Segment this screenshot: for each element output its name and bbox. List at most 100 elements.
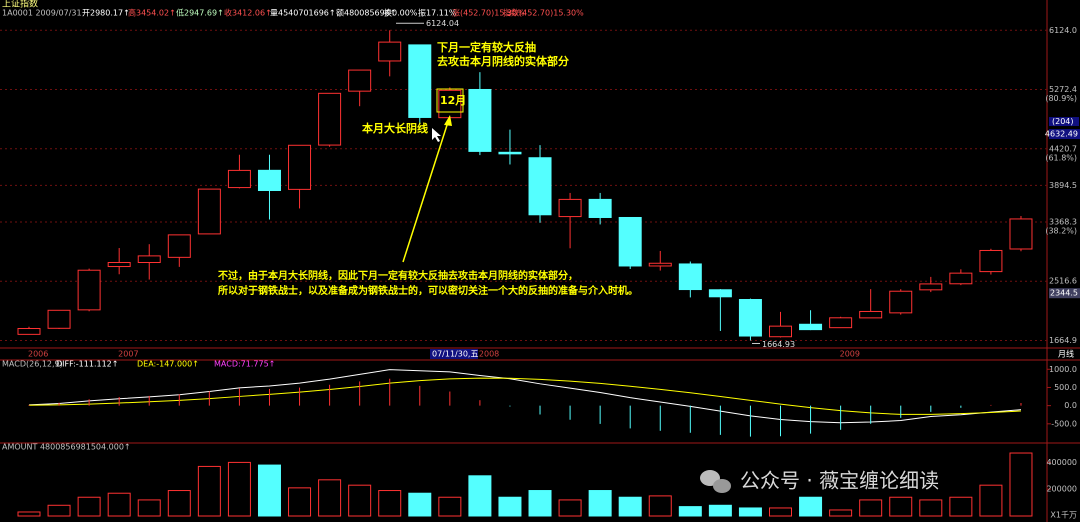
volume-bar xyxy=(137,499,161,517)
y-tick-label: 5272.4 xyxy=(1049,85,1077,94)
extreme-label: 6124.04 xyxy=(426,19,459,28)
y-tick-label: 400000 xyxy=(1046,458,1077,467)
candle-body xyxy=(588,198,612,218)
info-text: 高3454.02↑ xyxy=(128,8,176,18)
last-price-box xyxy=(1049,288,1080,299)
candle-body xyxy=(227,169,251,189)
candle-body xyxy=(648,262,672,267)
candle-body xyxy=(889,290,913,314)
y-tick-label: 1664.9 xyxy=(1049,336,1077,345)
candle-body xyxy=(829,317,853,329)
volume-bar xyxy=(528,490,552,517)
candle-body xyxy=(678,263,702,291)
x-tick-label: 2009 xyxy=(840,350,860,359)
volume-bar xyxy=(257,464,281,517)
y-tick-label: 3368.3 xyxy=(1049,217,1077,226)
candle-body xyxy=(1009,218,1033,250)
volume-bar xyxy=(318,479,342,517)
volume-bar xyxy=(227,461,251,517)
candle-body xyxy=(77,269,101,311)
y-tick-label: 3894.5 xyxy=(1049,181,1077,190)
info-text: 低2947.69↑ xyxy=(176,8,224,18)
candle-body xyxy=(979,249,1003,273)
candle-body xyxy=(197,188,221,235)
info-text: 收3412.06↑ xyxy=(224,8,272,18)
legend-entry: DIFF:-111.112↑ xyxy=(56,360,118,369)
last-price: 2344.5 xyxy=(1050,289,1078,298)
arrow-line xyxy=(402,121,449,263)
candle-body xyxy=(468,88,492,152)
volume-bar xyxy=(197,465,221,517)
candle-body xyxy=(17,328,41,335)
volume-bar xyxy=(949,496,973,517)
volume-bar xyxy=(107,492,131,517)
volume-bar xyxy=(738,507,762,517)
candle-body xyxy=(859,310,883,319)
watermark: 公众号 · 薇宝缠论细读 xyxy=(740,469,939,493)
legend-entry: MACD:71.775↑ xyxy=(214,360,275,369)
candle-body xyxy=(769,325,792,338)
volume-bar xyxy=(408,492,432,517)
volume-bar xyxy=(588,490,612,517)
unit-label: X1千万 xyxy=(1050,510,1077,520)
fib-label: (80.9%) xyxy=(1045,94,1077,103)
info-text: 量4540701696↑ xyxy=(270,9,336,18)
candle-body xyxy=(318,92,342,146)
candle-body xyxy=(528,157,552,216)
info-text: 涨(452.70)15.30% xyxy=(452,8,525,18)
cursor-date-box xyxy=(430,349,478,359)
candle-body xyxy=(167,234,191,258)
volume-bar xyxy=(618,496,642,517)
candle-body xyxy=(949,272,973,285)
volume-bar xyxy=(17,511,41,517)
y-tick-label: 200000 xyxy=(1046,485,1077,494)
y-tick-label: 0.0 xyxy=(1064,401,1077,410)
candle-body xyxy=(799,323,823,331)
info-text: 开2980.17↑ xyxy=(82,9,130,18)
cursor-label: (204) xyxy=(1052,117,1074,126)
cursor-price: 4632.49 xyxy=(1045,130,1078,139)
volume-bar xyxy=(769,507,792,517)
volume-bar xyxy=(889,496,913,517)
candle-body xyxy=(738,299,762,337)
candle-body xyxy=(919,283,943,291)
chart-title: 上证指数 xyxy=(2,0,38,10)
candle-body xyxy=(558,198,582,218)
candle-body xyxy=(257,169,281,191)
volume-bar xyxy=(468,475,492,517)
candle-body xyxy=(107,261,131,268)
y-tick-label: -500.0 xyxy=(1051,419,1077,428)
volume-bar xyxy=(288,487,312,517)
cursor-label-box xyxy=(1049,117,1079,127)
volume-bar xyxy=(859,499,883,517)
volume-bar xyxy=(498,496,522,517)
info-text: 指数(452.70)15.30% xyxy=(503,8,584,18)
annotation: 不过，由于本月大长阴线，因此下月一定有较大反抽去攻击本月阴线的实体部分， xyxy=(218,269,578,282)
macd-line xyxy=(28,377,1022,415)
candle-body xyxy=(618,216,642,267)
candle-body xyxy=(137,255,161,263)
volume-bar xyxy=(77,496,101,517)
y-tick-label: 500.0 xyxy=(1054,383,1077,392)
volume-bar xyxy=(979,484,1003,517)
candle-body xyxy=(378,41,402,62)
volume-bar xyxy=(678,506,702,517)
candle-body xyxy=(708,289,732,298)
legend-entry: DEA:-147.000↑ xyxy=(137,360,199,369)
candle-body xyxy=(47,309,71,329)
y-tick-label: 6124.0 xyxy=(1049,26,1077,35)
annotation: 所以对于钢铁战士，以及准备成为钢铁战士的，可以密切关注一个大的反抽的准备与介入时… xyxy=(218,284,638,297)
arrow-head xyxy=(444,115,452,126)
fib-label: (38.2%) xyxy=(1045,226,1077,235)
extreme-label: 1664.93 xyxy=(762,340,795,349)
volume-bar xyxy=(708,504,732,517)
candle-body xyxy=(288,144,312,190)
wechat-icon xyxy=(700,470,731,493)
volume-bar xyxy=(167,490,191,517)
volume-bar xyxy=(829,509,853,517)
x-tick-label: 2008 xyxy=(479,350,499,359)
info-text: 额480085696↑ xyxy=(336,8,397,18)
mouse-cursor xyxy=(432,128,441,142)
annotation: 下月一定有较大反抽 xyxy=(437,40,536,54)
